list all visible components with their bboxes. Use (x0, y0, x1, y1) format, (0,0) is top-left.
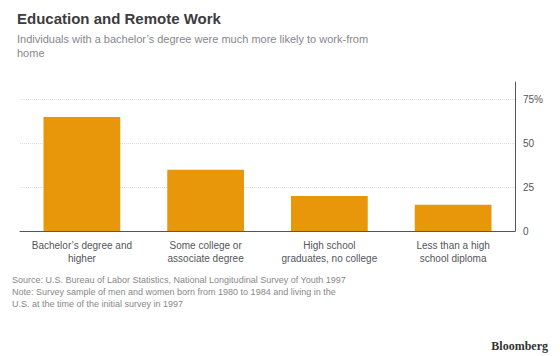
svg-text:U.S. at the time of the initia: U.S. at the time of the initial survey i… (12, 299, 183, 309)
svg-text:higher: higher (68, 253, 96, 264)
svg-text:25: 25 (523, 182, 535, 193)
svg-text:school diploma: school diploma (420, 253, 487, 264)
svg-text:50: 50 (523, 138, 535, 149)
svg-text:associate degree: associate degree (168, 253, 245, 264)
svg-text:75%: 75% (523, 94, 543, 105)
svg-text:High school: High school (303, 240, 355, 251)
svg-text:0: 0 (523, 226, 529, 237)
svg-text:Individuals with a bachelor’s: Individuals with a bachelor’s degree wer… (17, 33, 368, 45)
svg-text:Some college or: Some college or (169, 240, 242, 251)
svg-text:home: home (17, 47, 45, 59)
svg-text:Note: Survey sample of men and: Note: Survey sample of men and women bor… (12, 287, 336, 297)
svg-text:Less than a high: Less than a high (416, 240, 489, 251)
svg-text:Bachelor’s degree and: Bachelor’s degree and (32, 240, 132, 251)
svg-text:Source: U.S. Bureau of Labor S: Source: U.S. Bureau of Labor Statistics,… (12, 275, 346, 285)
svg-text:Bloomberg: Bloomberg (491, 339, 548, 353)
svg-text:graduates, no college: graduates, no college (282, 253, 378, 264)
svg-text:Education and Remote Work: Education and Remote Work (17, 10, 222, 27)
